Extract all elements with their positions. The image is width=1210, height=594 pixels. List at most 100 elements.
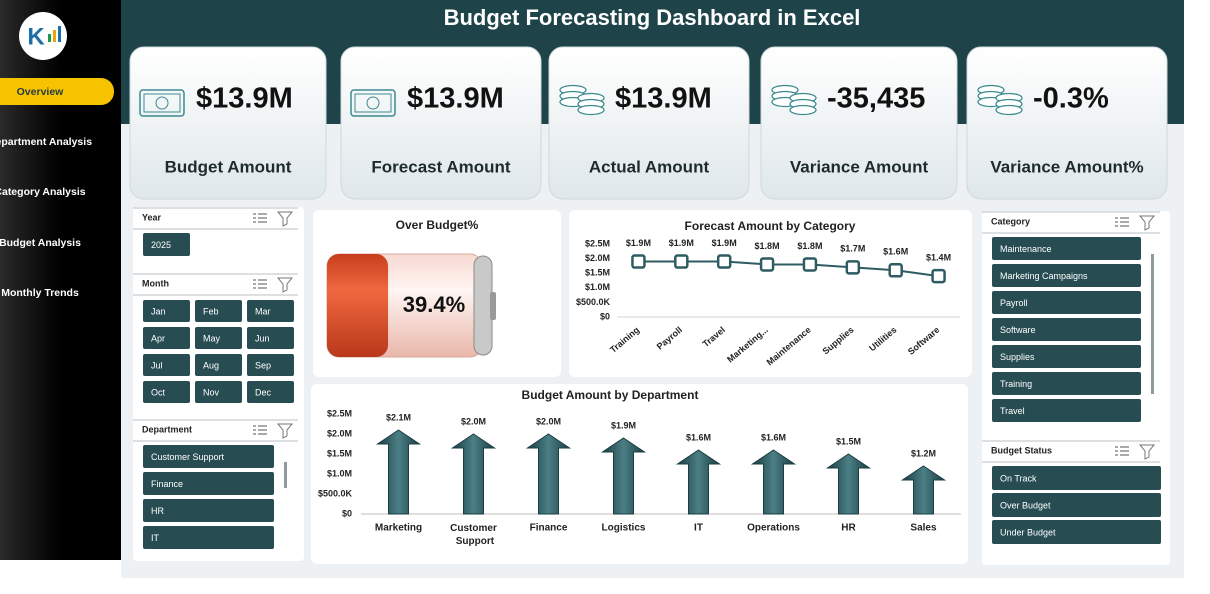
- data-label: $1.5M: [836, 436, 861, 446]
- y-tick-label: $2.0M: [585, 253, 610, 263]
- clear-filter-icon[interactable]: [1138, 215, 1156, 231]
- slicer-button-label[interactable]: Mar: [255, 306, 271, 316]
- slicer-button-label[interactable]: Finance: [151, 479, 183, 489]
- slicer-button[interactable]: [143, 445, 274, 468]
- scrollbar[interactable]: [284, 462, 287, 488]
- slicer-button[interactable]: [247, 354, 294, 376]
- slicer-button-label[interactable]: Training: [1000, 379, 1032, 389]
- x-tick-label: HR: [841, 523, 856, 534]
- clear-filter-icon[interactable]: [1138, 444, 1156, 460]
- slicer-button[interactable]: [992, 318, 1141, 341]
- chart-title: Budget Amount by Department: [522, 388, 699, 402]
- slicer-button[interactable]: [992, 345, 1141, 368]
- slicer-button[interactable]: [992, 493, 1161, 517]
- clear-filter-icon[interactable]: [276, 423, 294, 439]
- point-marker: [802, 257, 818, 272]
- slicer-button[interactable]: [992, 237, 1141, 260]
- arrow-bar: [525, 433, 572, 515]
- slicer-button-label[interactable]: May: [203, 333, 221, 343]
- kpi-card: [548, 46, 750, 200]
- slicer-button-label[interactable]: Software: [1000, 325, 1036, 335]
- slicer-button[interactable]: [143, 233, 190, 256]
- slicer-button[interactable]: [195, 327, 242, 349]
- battery-terminal: [490, 292, 496, 320]
- slicer-button-label[interactable]: Dec: [255, 387, 272, 397]
- slicer-button[interactable]: [195, 300, 242, 322]
- clear-filter-icon[interactable]: [276, 277, 294, 293]
- nav-item[interactable]: Department Analysis: [0, 136, 92, 148]
- slicer-button-label[interactable]: Payroll: [1000, 298, 1028, 308]
- slicer-button-label[interactable]: Oct: [151, 387, 166, 397]
- point-marker: [888, 263, 903, 278]
- slicer-button[interactable]: [247, 300, 294, 322]
- slicer-button-label[interactable]: Over Budget: [1000, 500, 1051, 510]
- slicer-title: Month: [142, 278, 169, 288]
- slicer-button-label[interactable]: Under Budget: [1000, 527, 1056, 537]
- slicer-button[interactable]: [143, 526, 274, 549]
- battery-cap: [473, 255, 493, 356]
- nav-item[interactable]: Overview: [17, 86, 65, 98]
- slicer-button[interactable]: [143, 327, 190, 349]
- slicer-button-label[interactable]: Jun: [255, 333, 270, 343]
- data-label: $1.7M: [840, 244, 865, 254]
- nav-item[interactable]: Budget Analysis: [0, 237, 81, 249]
- slicer-button-label[interactable]: Nov: [203, 387, 220, 397]
- slicer-button-label[interactable]: Jul: [151, 360, 163, 370]
- data-label: $1.9M: [712, 238, 737, 248]
- slicer-button-label[interactable]: Maintenance: [1000, 244, 1052, 254]
- kpi-card: [966, 46, 1168, 200]
- clear-filter-icon[interactable]: [276, 211, 294, 227]
- y-tick-label: $1.5M: [327, 448, 352, 458]
- scrollbar[interactable]: [1151, 254, 1154, 394]
- slicer-button[interactable]: [992, 372, 1141, 395]
- nav-active[interactable]: [0, 78, 114, 105]
- nav-item[interactable]: Monthly Trends: [1, 287, 79, 299]
- slicer-button[interactable]: [195, 381, 242, 403]
- slicer-button-label[interactable]: HR: [151, 506, 164, 516]
- slicer-button[interactable]: [247, 381, 294, 403]
- slicer-button[interactable]: [195, 354, 242, 376]
- slicer-button[interactable]: [143, 472, 274, 495]
- point-marker: [931, 268, 946, 284]
- slicer-button-label[interactable]: Feb: [203, 306, 219, 316]
- slicer-button-label[interactable]: 2025: [151, 240, 171, 250]
- slicer-button-label[interactable]: IT: [151, 533, 160, 543]
- slicer-button[interactable]: [247, 327, 294, 349]
- slicer-button[interactable]: [143, 300, 190, 322]
- slicer-button[interactable]: [992, 520, 1161, 544]
- nav-item[interactable]: Category Analysis: [0, 186, 86, 198]
- kpi-icon: [354, 93, 392, 113]
- slicer-button[interactable]: [992, 399, 1141, 422]
- slicer-button-label[interactable]: Apr: [151, 333, 165, 343]
- slicer-button-label[interactable]: Marketing Campaigns: [1000, 271, 1088, 281]
- point-marker: [716, 254, 732, 269]
- x-tick-label: Finance: [530, 523, 568, 534]
- data-label: $1.2M: [911, 448, 936, 458]
- slicer-button-label[interactable]: Aug: [203, 360, 219, 370]
- slicer-button[interactable]: [992, 291, 1141, 314]
- arrow-bar: [600, 437, 647, 515]
- slicer-button-label[interactable]: On Track: [1000, 473, 1037, 483]
- slicer-button[interactable]: [143, 499, 274, 522]
- slicer-button[interactable]: [992, 466, 1161, 490]
- slicer-button-label[interactable]: Jan: [151, 306, 166, 316]
- slicer-button-label[interactable]: Supplies: [1000, 352, 1035, 362]
- data-label: $1.8M: [755, 241, 780, 251]
- point-marker: [759, 257, 775, 272]
- slicer-button-label[interactable]: Customer Support: [151, 452, 225, 462]
- data-label: $2.0M: [536, 416, 561, 426]
- data-label: $1.8M: [797, 241, 822, 251]
- kpi-value: -0.3%: [1033, 83, 1109, 115]
- data-label: $1.6M: [686, 432, 711, 442]
- slicer-button-label[interactable]: Sep: [255, 360, 271, 370]
- slicer-button[interactable]: [143, 381, 190, 403]
- slicer-button-label[interactable]: Travel: [1000, 406, 1025, 416]
- slicer-button[interactable]: [992, 264, 1141, 287]
- y-tick-label: $0: [342, 508, 352, 518]
- point-marker: [845, 260, 861, 275]
- arrow-bar: [450, 433, 497, 515]
- slicer-button[interactable]: [143, 354, 190, 376]
- chart-panel: [311, 384, 968, 564]
- y-tick-label: $0: [600, 311, 610, 321]
- kpi-label: Variance Amount: [790, 157, 929, 176]
